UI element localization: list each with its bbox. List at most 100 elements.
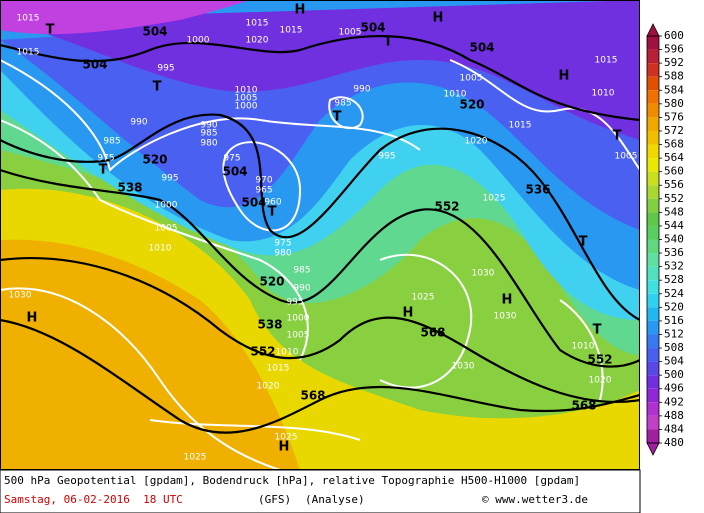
- isobar-label: 985: [103, 137, 120, 147]
- isobar-label: 1010: [276, 348, 299, 358]
- geopotential-label: 504: [142, 25, 167, 39]
- colorbar-tick-label: 568: [664, 138, 684, 151]
- color-step: [647, 63, 659, 77]
- isobar-label: 1025: [275, 433, 298, 443]
- isobar-label: 995: [157, 64, 174, 74]
- geopotential-label: 504: [241, 196, 266, 210]
- isobar-label: 990: [353, 85, 370, 95]
- footer-title: 500 hPa Geopotential [gpdam], Bodendruck…: [4, 474, 580, 487]
- colorbar-tick-label: 520: [664, 300, 684, 313]
- geopotential-label: 504: [469, 41, 494, 55]
- isobar-label: 1005: [155, 224, 178, 234]
- color-step: [647, 158, 659, 172]
- colorbar-tick-label: 536: [664, 246, 684, 259]
- color-step: [647, 253, 659, 267]
- isobar-label: 1015: [17, 14, 40, 24]
- geopotential-label: 504: [82, 58, 107, 72]
- color-step: [647, 280, 659, 294]
- colorbar-arrow-bottom: [646, 442, 660, 456]
- colorbar-tick-label: 576: [664, 110, 684, 123]
- color-step: [647, 239, 659, 254]
- isobar-label: 1005: [460, 74, 483, 84]
- isobar-label: 980: [274, 249, 291, 259]
- colorbar-tick-label: 504: [664, 355, 684, 368]
- colorbar-tick-label: 528: [664, 273, 684, 286]
- isobar-label: 1015: [17, 48, 40, 58]
- isobar-label: 1005: [339, 28, 362, 38]
- colorbar-tick-label: 564: [664, 151, 684, 164]
- geopotential-label: 520: [459, 98, 484, 112]
- pressure-center: H: [27, 311, 38, 326]
- pressure-center: T: [268, 205, 277, 220]
- color-step: [647, 103, 659, 118]
- geopotential-label: 520: [142, 153, 167, 167]
- isobar-label: 1000: [187, 36, 210, 46]
- isobar-label: 1000: [235, 102, 258, 112]
- colorbar-tick-label: 532: [664, 260, 684, 273]
- contour: [0, 34, 640, 122]
- footer-run: (Analyse): [305, 493, 365, 506]
- color-step: [647, 402, 659, 416]
- footer-model: (GFS): [258, 493, 291, 506]
- color-step: [647, 130, 659, 145]
- geopotential-label: 504: [360, 21, 385, 35]
- colorbar: 6005965925885845805765725685645605565525…: [646, 23, 684, 456]
- pressure-center: H: [433, 11, 444, 26]
- geopotential-label: 568: [420, 326, 445, 340]
- color-step: [647, 117, 659, 131]
- colorbar-tick-label: 556: [664, 178, 684, 191]
- pressure-center: T: [46, 23, 55, 38]
- colorbar-tick-label: 500: [664, 368, 684, 381]
- isobar-label: 1015: [595, 56, 618, 66]
- isobar-label: 1025: [184, 453, 207, 463]
- contour: [0, 113, 640, 321]
- isobar-label: 970: [255, 176, 272, 186]
- pressure-center: T: [593, 323, 602, 338]
- geopotential-label: 536: [525, 183, 550, 197]
- isobar-label: 1030: [452, 362, 475, 372]
- colorbar-tick-label: 516: [664, 314, 684, 327]
- isobar: [222, 141, 302, 232]
- isobar-label: 990: [200, 121, 217, 131]
- geopotential-label: 504: [222, 165, 247, 179]
- isobar-label: 960: [264, 198, 281, 208]
- isobar-label: 1005: [235, 94, 258, 104]
- geopotential-label: 538: [117, 181, 142, 195]
- footer-credit: © www.wetter3.de: [482, 493, 588, 506]
- isobar-label: 1020: [246, 36, 269, 46]
- colorbar-tick-label: 512: [664, 327, 684, 340]
- color-step: [647, 307, 659, 321]
- isobar-label: 985: [334, 99, 351, 109]
- isobar-label: 965: [255, 186, 272, 196]
- color-step: [647, 320, 659, 335]
- isobar-label: 985: [200, 129, 217, 139]
- geopotential-label: 568: [300, 389, 325, 403]
- color-step: [647, 334, 659, 349]
- color-step: [647, 36, 659, 50]
- isobar-label: 1020: [589, 376, 612, 386]
- isobar-label: 1010: [572, 342, 595, 352]
- pressure-center: H: [502, 293, 513, 308]
- geopotential-label: 552: [250, 345, 275, 359]
- isobar-label: 1030: [9, 291, 32, 301]
- isobar-label: 1005: [615, 152, 638, 162]
- colorbar-tick-label: 596: [664, 43, 684, 56]
- colorbar-tick-label: 496: [664, 382, 684, 395]
- pressure-center: T: [333, 110, 342, 125]
- colorbar-tick-label: 492: [664, 395, 684, 408]
- colorbar-tick-label: 540: [664, 233, 684, 246]
- isobar-label: 1025: [483, 194, 506, 204]
- isobar-label: 990: [130, 118, 147, 128]
- isobar-label: 975: [97, 154, 114, 164]
- isobar-label: 985: [293, 266, 310, 276]
- color-step: [647, 429, 659, 443]
- colorbar-tick-label: 592: [664, 56, 684, 69]
- color-step: [647, 293, 659, 308]
- pressure-center: H: [559, 69, 570, 84]
- colorbar-tick-label: 560: [664, 165, 684, 178]
- isobar-label: 1030: [494, 312, 517, 322]
- contour: [0, 318, 640, 434]
- region: [0, 239, 300, 470]
